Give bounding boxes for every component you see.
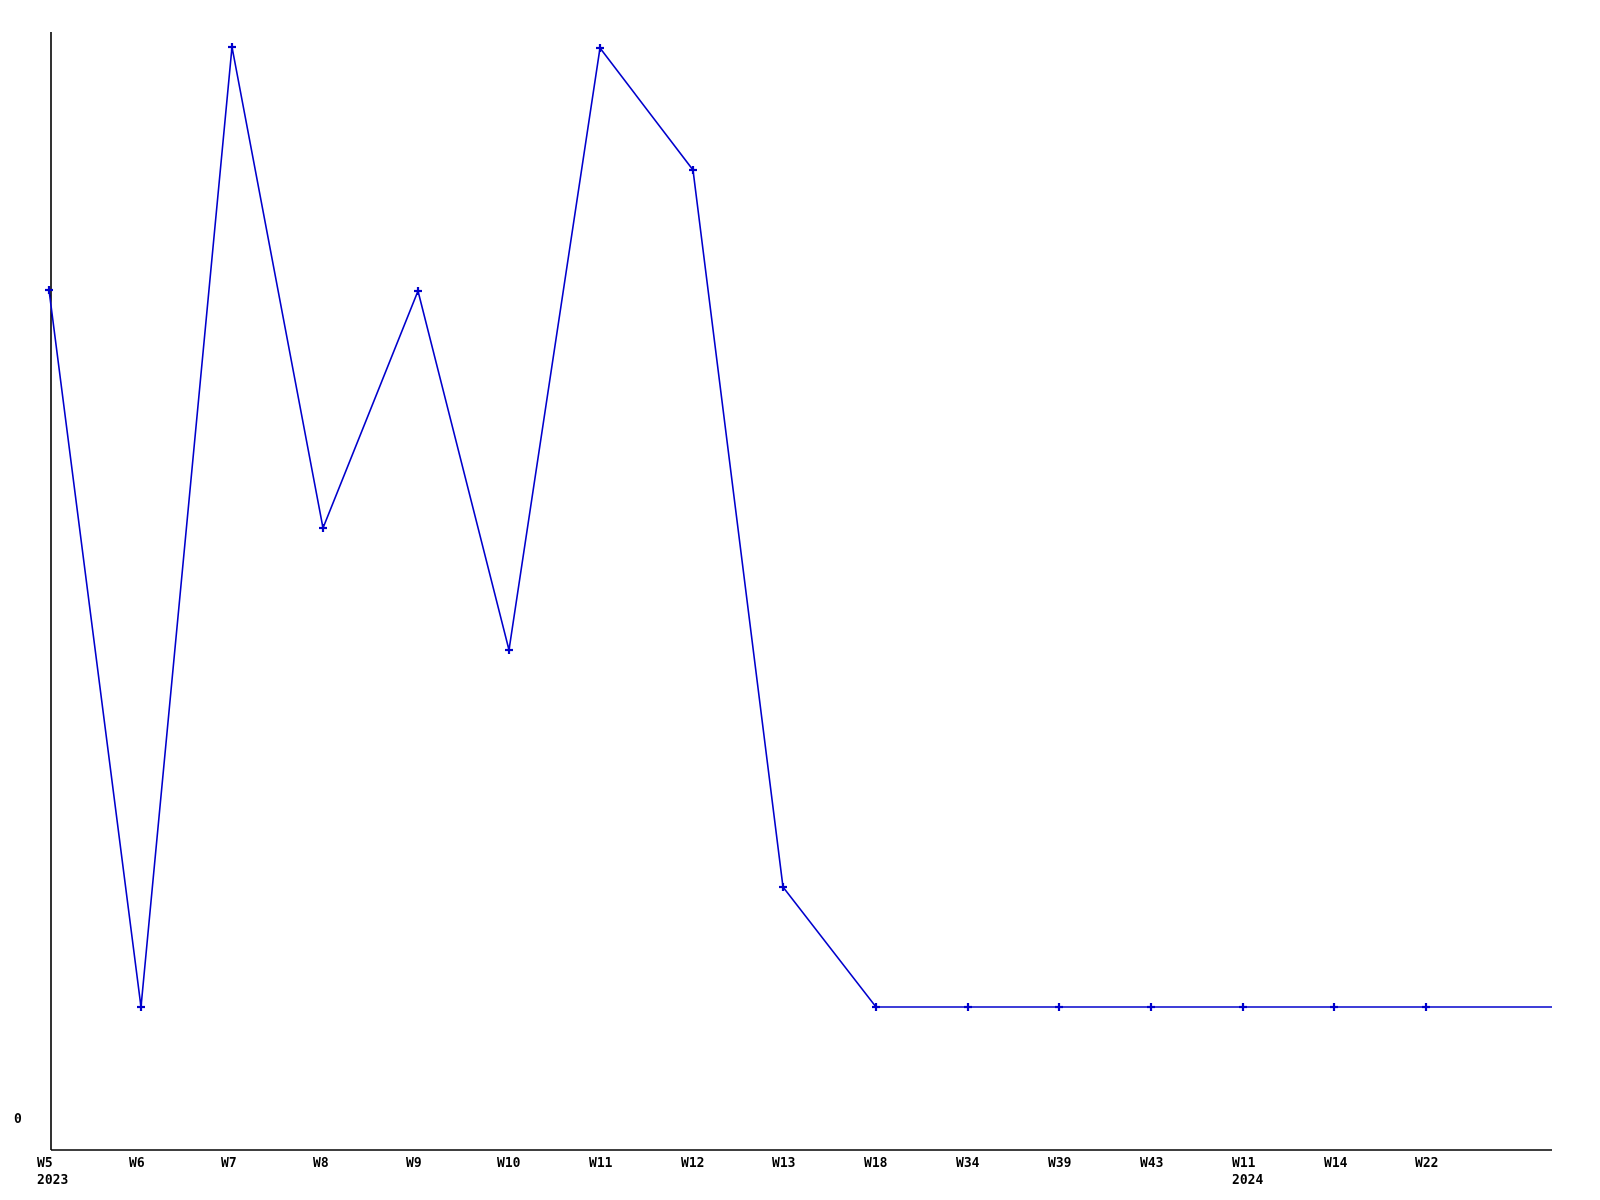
x-tick-week: W14 [1324,1156,1348,1171]
x-tick-label: W10 [497,1155,520,1172]
x-tick-label: W34 [956,1155,979,1172]
data-point-marker [872,1003,880,1011]
data-point-marker [1239,1003,1247,1011]
data-point-marker [45,286,53,294]
x-tick-label: W22 [1415,1155,1438,1172]
data-point-markers [45,43,1430,1011]
x-tick-label: W39 [1048,1155,1071,1172]
x-tick-week: W9 [406,1156,422,1171]
x-tick-label: W7 [221,1155,237,1172]
x-tick-label: W12 [681,1155,704,1172]
x-tick-year: 2023 [37,1173,69,1188]
data-point-marker [596,44,604,52]
x-tick-label: W13 [772,1155,795,1172]
x-tick-week: W43 [1140,1156,1164,1171]
x-tick-label: W9 [406,1155,422,1172]
x-tick-week: W34 [956,1156,980,1171]
data-point-marker [1422,1003,1430,1011]
data-point-marker [137,1003,145,1011]
data-series-line [48,46,1552,1008]
x-tick-week: W11 [589,1156,613,1171]
data-point-marker [414,287,422,295]
data-point-marker [228,43,236,51]
x-tick-week: W39 [1048,1156,1072,1171]
data-point-marker [1055,1003,1063,1011]
x-tick-week: W18 [864,1156,888,1171]
x-tick-week: W11 [1232,1156,1256,1171]
x-tick-week: W10 [497,1156,521,1171]
x-tick-label: W11 2024 [1232,1155,1263,1189]
x-tick-week: W6 [129,1156,145,1171]
data-point-marker [1330,1003,1338,1011]
x-tick-year: 2024 [1232,1173,1264,1188]
data-point-marker [689,166,697,174]
x-tick-label: W18 [864,1155,887,1172]
data-point-marker [779,883,787,891]
x-tick-week: W8 [313,1156,329,1171]
x-tick-label: W5 2023 [37,1155,68,1189]
x-tick-week: W13 [772,1156,796,1171]
y-axis-zero-label: 0 [14,1112,22,1127]
x-tick-label: W8 [313,1155,329,1172]
x-tick-label: W14 [1324,1155,1347,1172]
x-tick-label: W11 [589,1155,612,1172]
data-point-marker [505,646,513,654]
data-point-marker [964,1003,972,1011]
x-tick-week: W12 [681,1156,705,1171]
x-tick-label: W43 [1140,1155,1163,1172]
x-tick-week: W7 [221,1156,237,1171]
data-point-marker [1147,1003,1155,1011]
x-tick-label: W6 [129,1155,145,1172]
data-point-marker [319,524,327,532]
x-tick-week: W22 [1415,1156,1439,1171]
chart-axes [50,32,1552,1151]
x-tick-week: W5 [37,1156,53,1171]
